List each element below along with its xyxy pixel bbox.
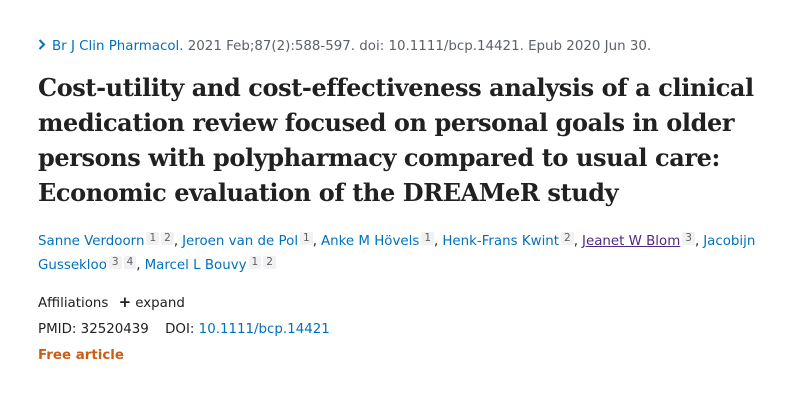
chevron-right-icon[interactable] [38, 38, 48, 56]
free-article-badge: Free article [38, 348, 124, 363]
affiliation-marker[interactable]: 2 [561, 232, 574, 245]
author-link[interactable]: Henk-Frans Kwint [442, 234, 560, 249]
article-title: Cost-utility and cost-effectiveness anal… [38, 73, 754, 207]
author-link[interactable]: Jeanet W Blom [582, 234, 681, 249]
author-separator: , [173, 234, 179, 249]
author-link[interactable]: Sanne Verdoorn [38, 234, 145, 249]
journal-link[interactable]: Br J Clin Pharmacol. [52, 39, 184, 54]
author-link[interactable]: Jacobijn Gussekloo [38, 234, 756, 273]
doi-label: DOI: [165, 322, 195, 337]
affiliation-marker[interactable]: 4 [123, 256, 137, 269]
affiliation-marker[interactable]: 3 [108, 256, 122, 269]
author-link[interactable]: Anke M Hövels [321, 234, 420, 249]
affiliation-marker[interactable]: 1 [421, 232, 435, 245]
author-separator: , [694, 234, 700, 249]
plus-icon: + [118, 293, 132, 311]
identifiers-row: PMID: 32520439 DOI: 10.1111/bcp.14421 [38, 320, 785, 340]
pmid-label: PMID: [38, 322, 77, 337]
affiliation-marker[interactable]: 1 [248, 256, 262, 269]
doi-link[interactable]: 10.1111/bcp.14421 [198, 322, 330, 337]
author-separator: , [434, 234, 439, 249]
affiliations-row: Affiliations + expand [38, 292, 785, 314]
author-link[interactable]: Marcel L Bouvy [144, 258, 247, 273]
expand-label: expand [135, 296, 185, 311]
author-link[interactable]: Jeroen van de Pol [182, 234, 299, 249]
authors-list: Sanne Verdoorn 1 2, Jeroen van de Pol 1, Anke… [38, 230, 778, 278]
affiliation-marker[interactable]: 2 [263, 256, 276, 269]
affiliations-label: Affiliations [38, 296, 109, 311]
affiliation-marker[interactable]: 1 [300, 232, 313, 245]
affiliation-marker[interactable]: 1 [146, 232, 160, 245]
author-separator: , [573, 234, 578, 249]
affiliation-marker[interactable]: 2 [161, 232, 174, 245]
author-separator: , [312, 234, 317, 249]
citation-line: Br J Clin Pharmacol. 2021 Feb;87(2):588-… [38, 38, 785, 56]
expand-affiliations-button[interactable]: + expand [118, 293, 185, 311]
pmid-value: 32520439 [80, 322, 149, 337]
author-separator: , [136, 258, 141, 273]
affiliation-marker[interactable]: 3 [682, 232, 695, 245]
citation-details: 2021 Feb;87(2):588-597. doi: 10.1111/bcp… [183, 39, 652, 54]
